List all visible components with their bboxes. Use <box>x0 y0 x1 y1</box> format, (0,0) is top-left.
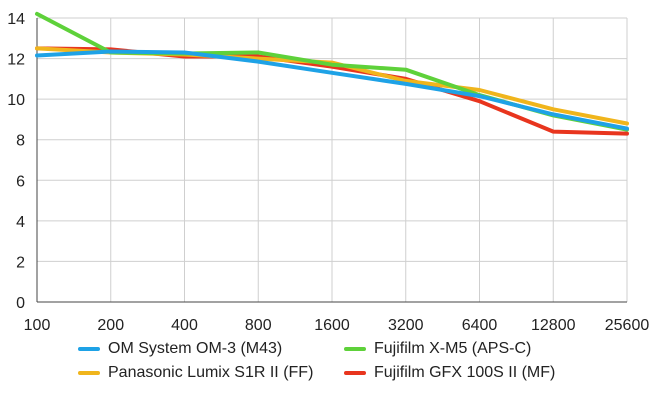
x-tick-label-25600: 25600 <box>605 317 650 334</box>
x-tick-label-1600: 1600 <box>314 317 350 334</box>
legend-item-x-m5: Fujifilm X-M5 (APS-C) <box>344 340 531 358</box>
legend-item-gfx-100s-ii: Fujifilm GFX 100S II (MF) <box>344 364 555 382</box>
legend-item-s1r-ii: Panasonic Lumix S1R II (FF) <box>78 364 313 382</box>
legend-item-om-3: OM System OM-3 (M43) <box>78 340 282 358</box>
legend-swatch-om-3 <box>78 347 100 351</box>
x-tick-label-12800: 12800 <box>531 317 576 334</box>
legend-label-om-3: OM System OM-3 (M43) <box>108 340 283 357</box>
y-tick-label-8: 8 <box>16 133 25 150</box>
y-tick-label-12: 12 <box>7 52 25 69</box>
tick-labels: 0 2 4 6 8 10 12 14 100 200 400 800 1600 3200 6400 12800… <box>7 11 649 334</box>
y-tick-label-10: 10 <box>7 92 25 109</box>
x-tick-label-800: 800 <box>245 317 272 334</box>
x-tick-label-200: 200 <box>97 317 124 334</box>
legend-swatch-x-m5 <box>344 347 366 351</box>
y-tick-label-14: 14 <box>7 11 25 28</box>
x-tick-label-400: 400 <box>171 317 198 334</box>
legend-swatch-s1r-ii <box>78 371 100 375</box>
x-tick-label-6400: 6400 <box>462 317 498 334</box>
y-tick-label-6: 6 <box>16 173 25 190</box>
legend: OM System OM-3 (M43) Fujifilm X-M5 (APS-… <box>78 340 618 390</box>
legend-label-s1r-ii: Panasonic Lumix S1R II (FF) <box>108 364 314 381</box>
x-tick-label-3200: 3200 <box>388 317 424 334</box>
legend-swatch-gfx-100s-ii <box>344 371 366 375</box>
series-line-om-system-om-3-m43 <box>35 49 629 131</box>
x-tick-label-100: 100 <box>24 317 51 334</box>
axes <box>36 18 627 303</box>
y-tick-label-4: 4 <box>16 214 25 231</box>
series-lines <box>35 11 629 136</box>
y-tick-label-0: 0 <box>16 295 25 312</box>
legend-label-x-m5: Fujifilm X-M5 (APS-C) <box>374 340 532 357</box>
y-tick-label-2: 2 <box>16 254 25 271</box>
legend-label-gfx-100s-ii: Fujifilm GFX 100S II (MF) <box>374 364 556 381</box>
